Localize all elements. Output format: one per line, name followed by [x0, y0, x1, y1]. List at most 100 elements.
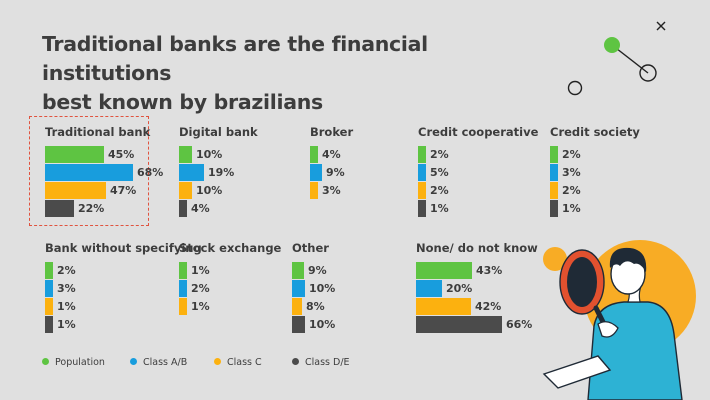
book-icon [542, 355, 612, 389]
data-label: 19% [208, 166, 235, 179]
bar-population [416, 262, 472, 279]
data-label: 4% [322, 148, 341, 161]
data-label: 5% [430, 166, 449, 179]
panel-title: None/ do not know [416, 241, 538, 255]
bar-class-d-e [45, 200, 74, 217]
legend-label: Population [55, 357, 105, 368]
bar-class-a-b [310, 164, 322, 181]
bar-class-a-b [416, 280, 442, 297]
panel-title: Broker [310, 125, 354, 139]
bar-population [310, 146, 318, 163]
bar-class-a-b [179, 280, 187, 297]
bar-population [550, 146, 558, 163]
panel-title: Digital bank [179, 125, 258, 139]
magnifier-lens-icon [567, 257, 597, 307]
data-label: 20% [446, 282, 473, 295]
person-hair-icon [609, 247, 647, 272]
panel-title: Other [292, 241, 329, 255]
bar-population [45, 262, 53, 279]
bar-class-c [45, 182, 106, 199]
bar-class-c [418, 182, 426, 199]
chart-title-line-1: Traditional banks are the financial inst… [42, 32, 428, 85]
bar-class-d-e [416, 316, 502, 333]
bar-population [45, 146, 104, 163]
legend-dot-icon [130, 358, 137, 365]
bar-class-c [179, 182, 192, 199]
data-label: 1% [562, 202, 581, 215]
data-label: 1% [57, 318, 76, 331]
bar-population [179, 262, 187, 279]
data-label: 2% [562, 148, 581, 161]
close-cross-icon [656, 21, 666, 31]
data-label: 1% [57, 300, 76, 313]
legend-item: Class D/E [292, 355, 350, 371]
data-label: 22% [78, 202, 105, 215]
bar-class-a-b [179, 164, 204, 181]
bar-class-c [550, 182, 558, 199]
panel-title: Stock exchange [179, 241, 282, 255]
panel-title: Credit society [550, 125, 640, 139]
panel-title: Bank without specifying [45, 241, 202, 255]
data-label: 10% [309, 318, 336, 331]
bar-class-d-e [418, 200, 426, 217]
legend-item: Class C [214, 355, 262, 371]
data-label: 2% [430, 184, 449, 197]
data-label: 1% [191, 264, 210, 277]
bar-class-a-b [45, 164, 133, 181]
data-label: 10% [196, 184, 223, 197]
small-ring-icon [567, 80, 583, 96]
legend-dot-icon [42, 358, 49, 365]
data-label: 2% [562, 184, 581, 197]
panel-title: Traditional bank [45, 125, 151, 139]
bar-class-c [179, 298, 187, 315]
data-label: 66% [506, 318, 533, 331]
data-label: 43% [476, 264, 503, 277]
data-label: 9% [308, 264, 327, 277]
data-label: 10% [309, 282, 336, 295]
bar-population [292, 262, 304, 279]
bar-class-c [416, 298, 471, 315]
bar-population [179, 146, 192, 163]
bar-class-a-b [418, 164, 426, 181]
bar-class-d-e [550, 200, 558, 217]
data-label: 47% [110, 184, 137, 197]
legend-item: Population [42, 355, 105, 371]
legend-dot-icon [292, 358, 299, 365]
legend-dot-icon [214, 358, 221, 365]
data-label: 1% [430, 202, 449, 215]
bar-class-c [292, 298, 302, 315]
data-label: 8% [306, 300, 325, 313]
ring-node-icon [639, 64, 657, 82]
bar-class-d-e [179, 200, 187, 217]
data-label: 9% [326, 166, 345, 179]
data-label: 2% [57, 264, 76, 277]
data-label: 10% [196, 148, 223, 161]
person-with-magnifier-illustration [542, 240, 696, 400]
bar-class-a-b [45, 280, 53, 297]
chart-title: Traditional banks are the financial inst… [42, 30, 542, 117]
bar-population [418, 146, 426, 163]
data-label: 45% [108, 148, 135, 161]
data-label: 68% [137, 166, 164, 179]
legend-item: Class A/B [130, 355, 187, 371]
highlight-frame [29, 116, 149, 226]
data-label: 2% [430, 148, 449, 161]
chart-title-line-2: best known by brazilians [42, 90, 323, 114]
data-label: 3% [562, 166, 581, 179]
panel-title: Credit cooperative [418, 125, 539, 139]
green-node-icon [604, 37, 620, 53]
data-label: 3% [57, 282, 76, 295]
bar-class-c [45, 298, 53, 315]
data-label: 4% [191, 202, 210, 215]
data-label: 1% [191, 300, 210, 313]
bar-class-a-b [292, 280, 305, 297]
data-label: 3% [322, 184, 341, 197]
small-orange-circle-icon [543, 247, 567, 271]
data-label: 42% [475, 300, 502, 313]
bar-class-a-b [550, 164, 558, 181]
bar-class-c [310, 182, 318, 199]
legend-label: Class D/E [305, 357, 350, 368]
person-hand-icon [597, 321, 619, 338]
legend-label: Class A/B [143, 357, 188, 368]
bar-class-d-e [292, 316, 305, 333]
